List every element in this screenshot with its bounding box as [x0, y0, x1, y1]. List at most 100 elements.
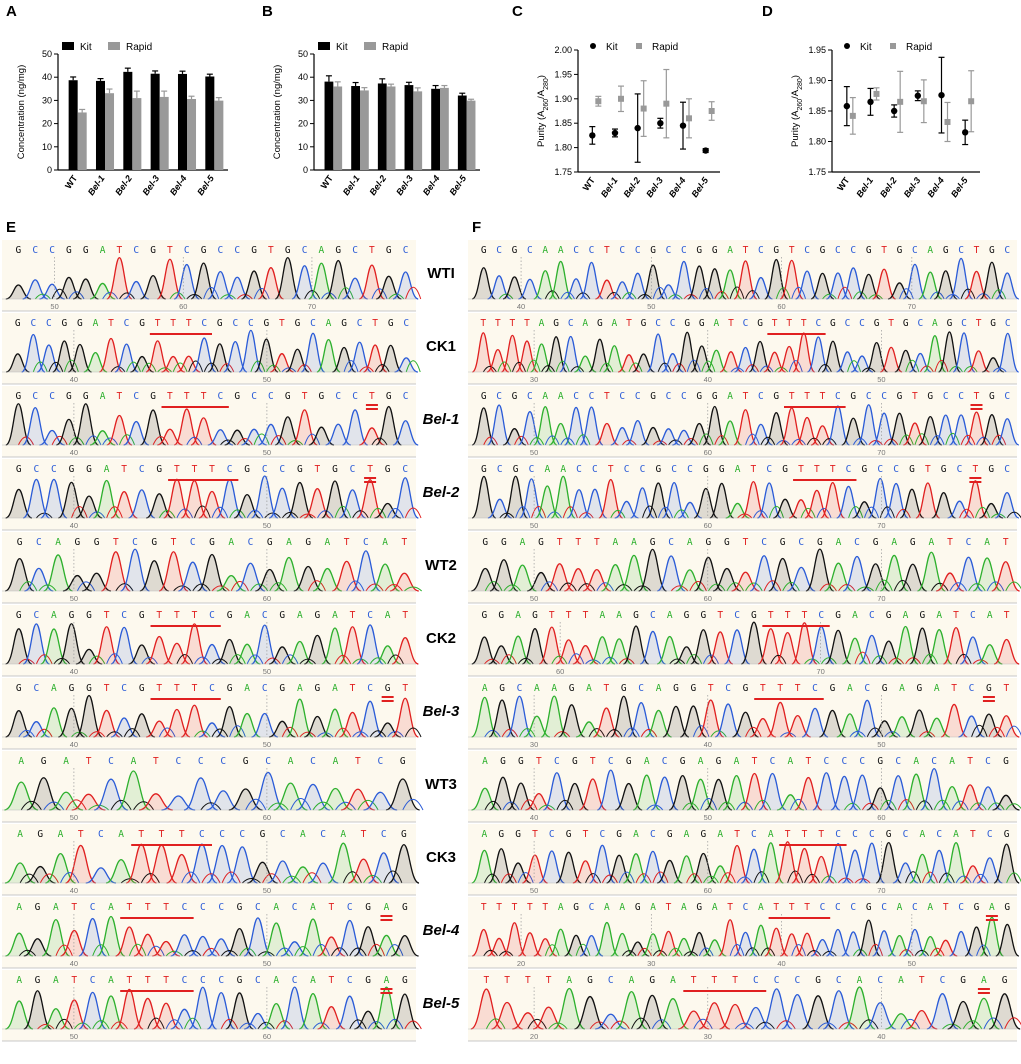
trace-minor-peak	[404, 1020, 422, 1030]
base-call-letter: C	[846, 464, 852, 475]
base-call-letter: T	[192, 683, 198, 694]
trace-peak	[959, 636, 986, 665]
sample-label: Bel-3	[423, 703, 460, 720]
base-call-letter: C	[209, 610, 215, 621]
base-call-letter: C	[881, 902, 887, 913]
base-call-letter: A	[542, 245, 548, 256]
trace-minor-peak	[610, 1020, 630, 1030]
position-number: 20	[530, 1032, 538, 1041]
trace-minor-peak	[55, 944, 73, 957]
trace-peak	[161, 355, 185, 373]
base-call-letter: T	[126, 902, 132, 913]
trace-peak	[391, 697, 419, 738]
base-call-letter: A	[53, 902, 59, 913]
base-call-letter: C	[182, 902, 188, 913]
base-call-letter: G	[498, 610, 504, 621]
trace-peak	[740, 848, 767, 884]
base-call-letter: C	[650, 610, 656, 621]
trace-peak	[372, 934, 401, 957]
base-call-letter: C	[527, 391, 533, 402]
position-number: 50	[263, 375, 271, 384]
base-call-letter: G	[986, 683, 992, 694]
trace-minor-peak	[852, 291, 868, 300]
trace-minor-peak	[388, 293, 405, 300]
trace-peak	[974, 786, 1002, 811]
base-call-letter: T	[1003, 537, 1009, 548]
base-call-letter: C	[895, 756, 901, 767]
trace-minor-peak	[405, 286, 422, 300]
trace-peak	[268, 487, 296, 519]
position-number: 50	[530, 594, 538, 603]
position-number: 50	[877, 740, 885, 749]
trace-minor-peak	[369, 657, 387, 665]
base-call-letter: G	[990, 318, 996, 329]
base-call-letter: A	[619, 902, 625, 913]
trace-minor-peak	[745, 947, 760, 957]
trace-peak	[603, 345, 626, 373]
base-call-letter: C	[823, 756, 829, 767]
trace-peak	[619, 554, 649, 592]
trace-peak	[101, 551, 131, 592]
base-call-letter: T	[925, 464, 931, 475]
trace-minor-peak	[192, 583, 211, 592]
base-call-letter: C	[251, 391, 257, 402]
y-axis-label: Purity (A260/A280)	[790, 75, 804, 147]
trace-minor-peak	[115, 583, 134, 592]
trace-minor-peak	[250, 583, 269, 592]
x-category-label: WT	[581, 175, 598, 193]
base-call-letter: G	[716, 756, 722, 767]
trace-minor-peak	[726, 582, 745, 592]
base-call-letter: C	[671, 464, 677, 475]
base-call-letter: A	[629, 975, 635, 986]
base-call-letter: G	[251, 245, 257, 256]
base-call-letter: A	[319, 245, 325, 256]
base-call-letter: A	[482, 829, 488, 840]
chromatogram-left: A G A T C A T C C C G C A C A T C G50 60	[2, 751, 424, 823]
bar-kit	[351, 86, 360, 170]
base-call-letter: G	[385, 464, 391, 475]
sample-label: Bel-4	[423, 922, 460, 939]
base-call-letter: G	[1003, 756, 1009, 767]
trace-minor-peak	[621, 292, 637, 300]
base-call-letter: G	[244, 464, 250, 475]
position-number: 60	[704, 521, 712, 530]
trace-peak	[507, 782, 535, 811]
base-call-letter: A	[734, 756, 740, 767]
position-number: 40	[530, 813, 538, 822]
base-call-letter: G	[633, 610, 639, 621]
trace-minor-peak	[529, 437, 545, 446]
trace-minor-peak	[553, 731, 571, 738]
trace-peak	[110, 626, 138, 665]
legend-label: Kit	[80, 42, 92, 53]
base-call-letter: G	[386, 245, 392, 256]
base-call-letter: A	[987, 610, 993, 621]
trace-minor-peak	[698, 947, 714, 957]
base-call-letter: T	[328, 902, 334, 913]
trace-minor-peak	[118, 434, 136, 446]
legend-label: Rapid	[126, 42, 152, 53]
base-call-letter: C	[576, 464, 582, 475]
trace-peak	[687, 931, 712, 957]
base-call-letter: C	[573, 245, 579, 256]
base-call-letter: C	[638, 683, 644, 694]
base-call-letter: C	[310, 318, 316, 329]
position-number: 70	[877, 521, 885, 530]
position-number: 70	[877, 448, 885, 457]
base-call-letter: G	[1004, 902, 1010, 913]
bar-kit	[431, 88, 440, 170]
sample-label: Bel-2	[423, 484, 460, 501]
trace-peak	[561, 782, 589, 811]
base-call-letter: G	[237, 975, 243, 986]
base-call-letter: T	[575, 537, 581, 548]
trace-minor-peak	[560, 437, 576, 446]
trace-minor-peak	[641, 505, 658, 519]
base-call-letter: C	[668, 537, 674, 548]
base-call-letter: C	[666, 245, 672, 256]
base-call-letter: C	[352, 245, 358, 256]
trace-peak	[657, 998, 689, 1030]
point-kit	[914, 92, 922, 99]
base-call-letter: T	[104, 610, 110, 621]
trace-peak	[298, 918, 328, 957]
trace-minor-peak	[1006, 872, 1021, 884]
trace-peak	[392, 420, 419, 446]
